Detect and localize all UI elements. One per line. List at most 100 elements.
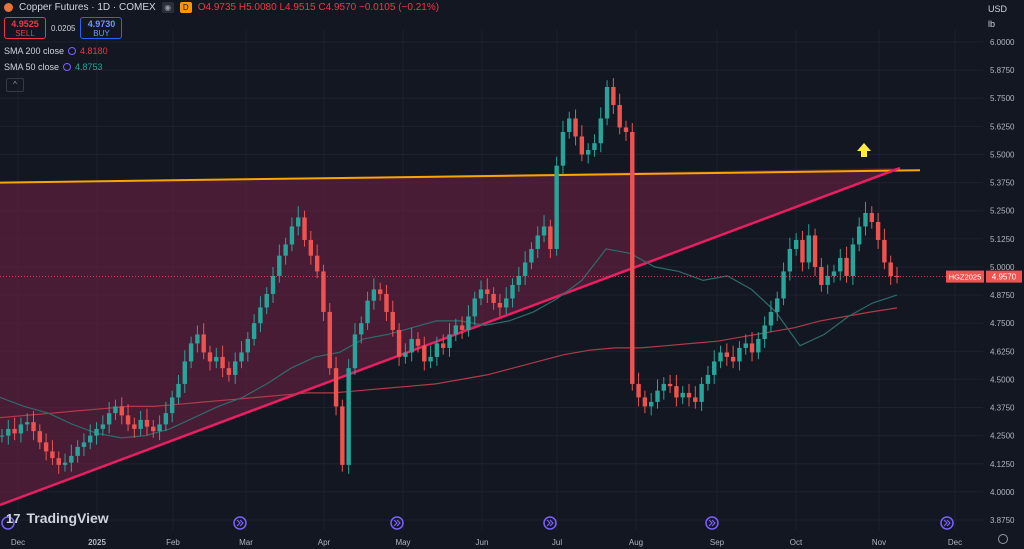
delayed-badge: D [179,2,192,13]
candle-body [56,458,61,465]
candle-body [314,255,320,272]
event-chevron-icon [943,519,951,527]
x-tick-label: May [395,538,410,547]
sell-button[interactable]: 4.9525 SELL [4,17,46,39]
candle-body [453,325,459,335]
candle-body [94,428,99,436]
settings-icon[interactable] [68,47,77,55]
currency-label[interactable]: USD [988,4,1008,14]
y-tick-label: 4.6250 [990,347,1015,356]
candle-body [377,289,383,294]
candle-body [12,428,17,434]
buy-button[interactable]: 4.9730 BUY [80,17,123,39]
candle-body [138,419,143,429]
breakout-arrow-icon [857,143,871,157]
candle-body [724,352,730,357]
candle-body [43,442,49,452]
candle-body [214,356,219,362]
candle-body [888,262,893,276]
candle-body [403,352,408,357]
candle-body [264,293,269,308]
x-tick-label: Mar [239,538,253,547]
y-tick-label: 4.8750 [990,291,1015,300]
sma50-value: 4.8753 [75,62,103,72]
sell-price: 4.9525 [11,19,39,29]
candle-body [422,345,427,362]
x-tick-label: Sep [710,538,725,547]
candle-body [0,435,5,437]
x-tick-label: Feb [166,538,180,547]
settings-icon[interactable] [63,63,72,71]
candle-body [642,397,648,407]
candle-body [25,422,30,425]
sma50-label: SMA 50 close [4,62,60,72]
candle-body [132,424,137,429]
candle-body [630,131,635,384]
axis-settings-icon[interactable] [998,534,1008,544]
sma200-legend[interactable]: SMA 200 close 4.8180 [4,46,108,56]
x-tick-label: Jun [476,538,489,547]
symbol-title[interactable]: Copper Futures · 1D · COMEX [19,2,156,13]
candle-body [296,217,301,227]
candle-body [882,239,887,263]
eye-icon[interactable]: ◉ [161,2,174,13]
candle-body [699,383,704,402]
copper-symbol-icon [4,3,13,12]
candle-body [447,334,452,348]
candle-body [31,422,36,432]
candle-body [548,226,553,249]
y-tick-label: 5.8750 [990,66,1015,75]
candle-body [321,271,326,312]
sma200-value: 4.8180 [80,46,108,56]
y-tick-label: 5.3750 [990,179,1015,188]
event-chevron-icon [546,519,554,527]
candle-body [825,275,830,285]
event-marker-icon [940,516,954,530]
candle-body [762,325,767,339]
buy-price: 4.9730 [87,19,116,29]
buy-label: BUY [93,29,110,38]
x-tick-label: Nov [872,538,886,547]
event-marker-icon [1,516,15,530]
candle-body [648,401,654,407]
y-tick-label: 5.5000 [990,150,1015,159]
candle-body [415,338,421,346]
candle-body [428,356,433,362]
candle-body [693,397,698,402]
candle-body [718,352,723,362]
candle-body [478,289,484,299]
candle-body [611,86,616,105]
candle-body [466,316,471,330]
candle-body [327,311,332,369]
candle-body [712,361,717,375]
candle-body [88,435,93,443]
candle-body [245,338,251,353]
high-value: H5.0080 [238,2,277,13]
candle-body [384,293,389,312]
sma200-label: SMA 200 close [4,46,65,56]
candle-body [863,212,868,227]
y-tick-label: 5.1250 [990,235,1015,244]
candle-body [157,424,162,432]
candle-body [674,386,679,398]
candle-body [844,257,849,276]
candle-body [667,383,673,387]
candle-body [333,368,339,407]
candle-body [144,419,150,427]
candle-body [567,118,572,132]
candle-body [340,406,345,465]
y-tick-label: 5.2500 [990,207,1015,216]
candle-body [850,244,856,276]
collapse-legend-button[interactable]: ^ [6,78,24,92]
event-marker-icon [233,516,247,530]
candle-body [390,311,395,330]
y-tick-label: 4.0000 [990,488,1015,497]
sma50-legend[interactable]: SMA 50 close 4.8753 [4,62,103,72]
candle-body [655,390,660,402]
candle-body [119,406,124,416]
candle-body [69,455,74,463]
unit-label[interactable]: lb [988,19,996,29]
candle-body [636,383,641,398]
candle-body [239,352,244,362]
